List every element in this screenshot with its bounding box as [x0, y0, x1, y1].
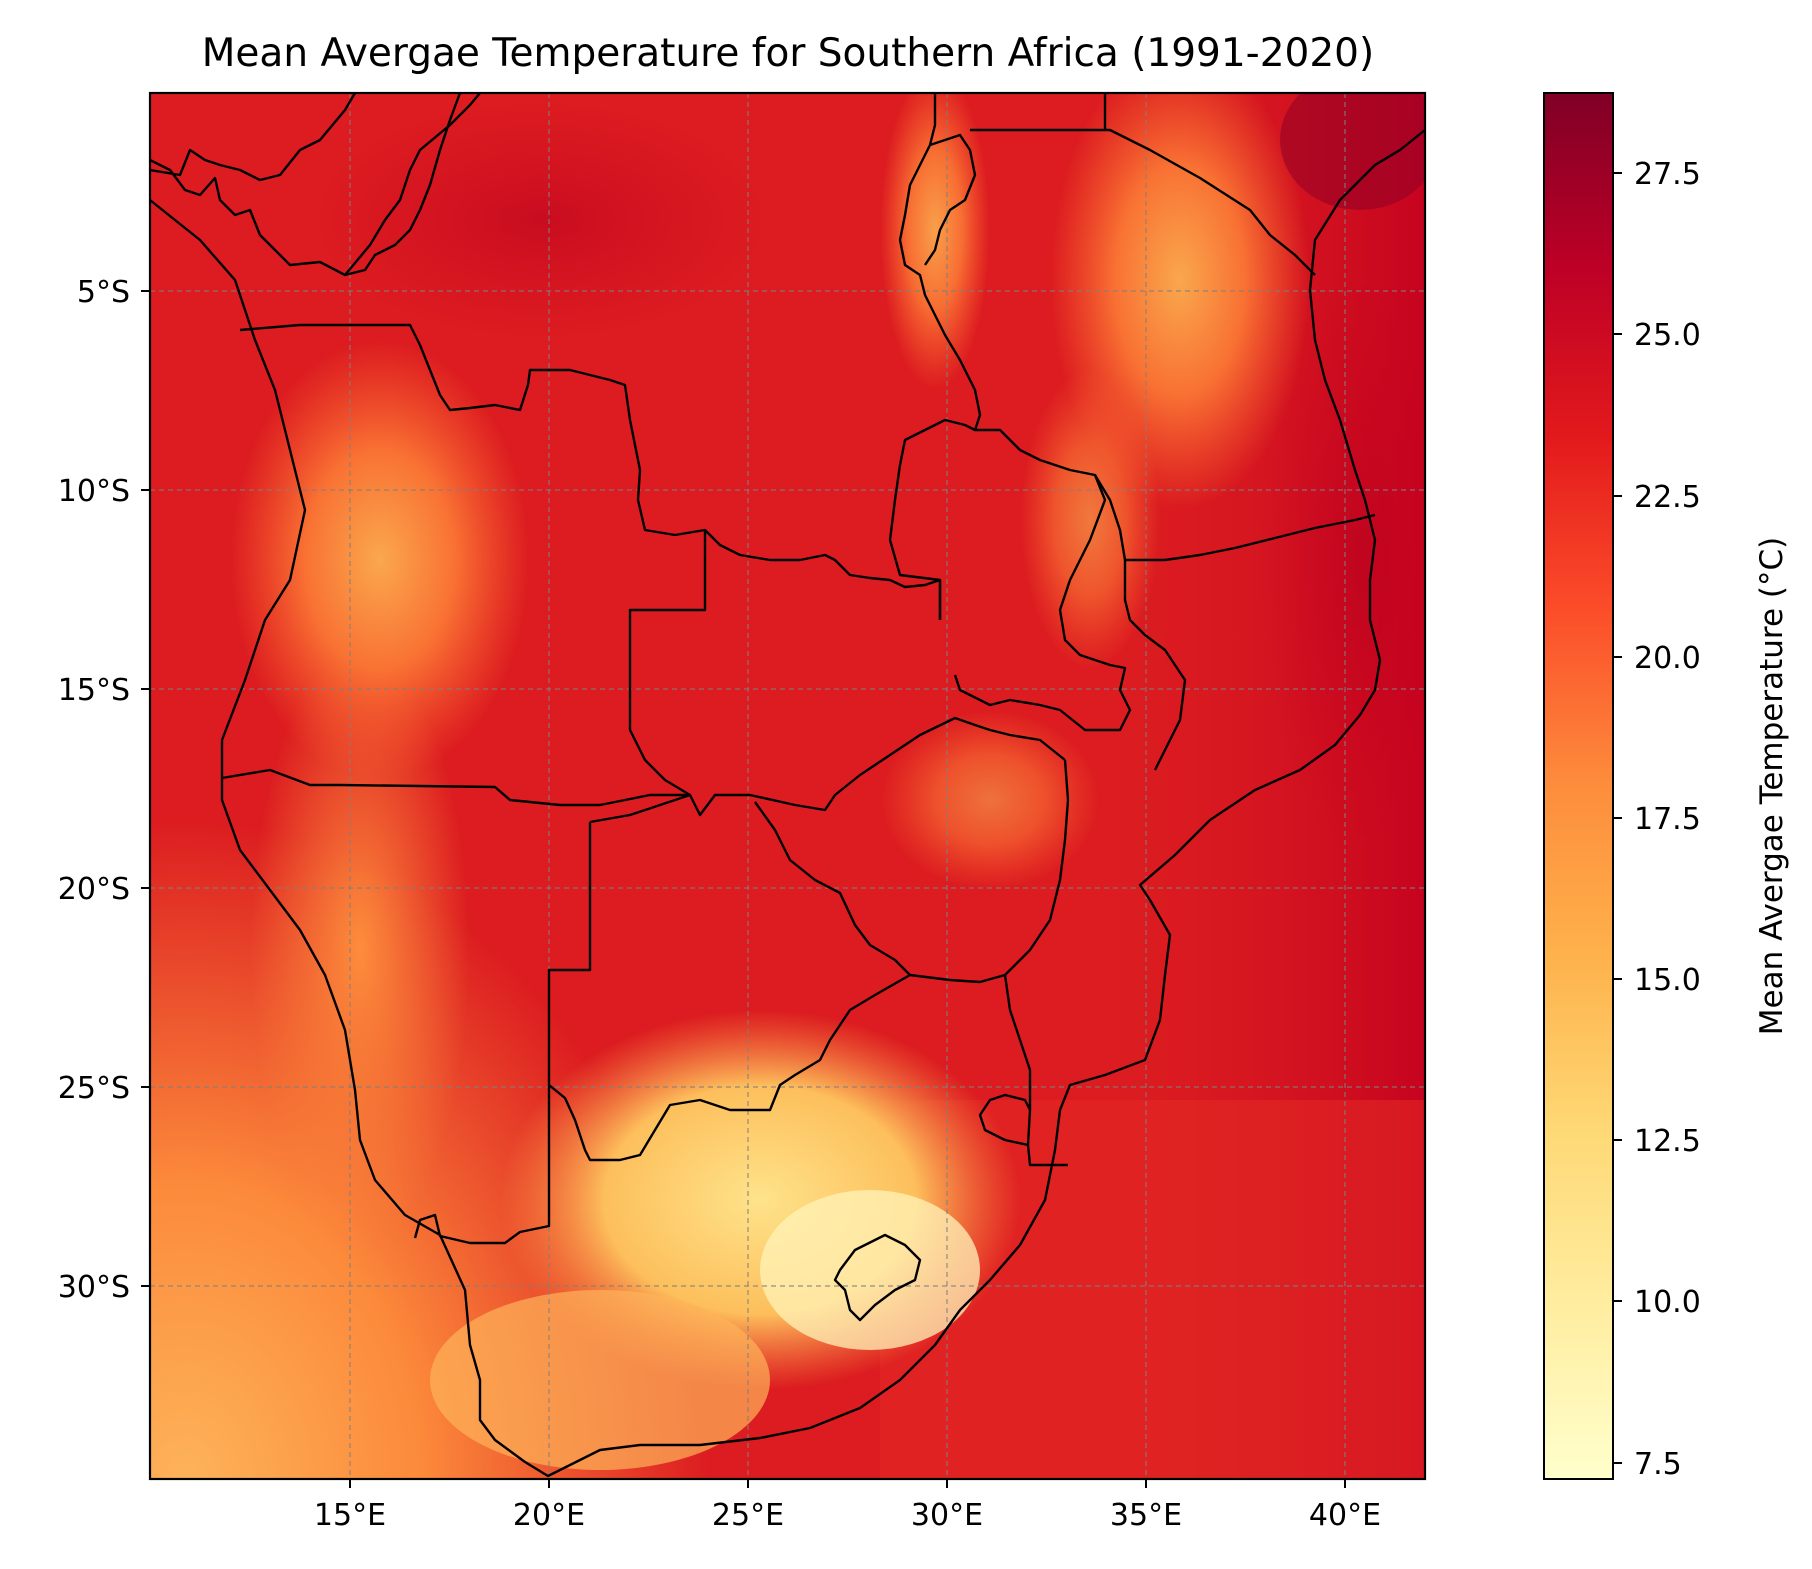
map-title: Mean Avergae Temperature for Southern Af…	[202, 31, 1374, 76]
x-tick-label: 35°E	[1110, 1498, 1182, 1533]
colorbar-tick-label: 10.0	[1634, 1285, 1701, 1320]
border-zambia-zimbabwe	[754, 801, 911, 976]
colorbar-tick-label: 12.5	[1634, 1124, 1701, 1159]
coastline-north-angola	[150, 93, 462, 277]
cool-region-lesotho	[760, 1190, 980, 1350]
colorbar: 7.5 10.0 12.5 15.0 17.5 20.0 22.5 25.0 2…	[1543, 92, 1790, 1482]
cool-region-namib	[250, 650, 470, 1250]
border-congo-drc	[344, 93, 481, 276]
cool-region-malawi-highlands	[1020, 370, 1160, 670]
border-tanzania-drc-lakes	[898, 93, 982, 431]
border-angola-namibia	[221, 768, 690, 807]
border-tanzania-kenya	[970, 128, 1316, 276]
colorbar-tick-label: 27.5	[1634, 157, 1701, 192]
y-tick-label: 15°S	[58, 673, 130, 708]
x-tick-label: 25°E	[712, 1498, 784, 1533]
border-eswatini	[978, 1093, 1032, 1147]
colorbar-gradient	[1543, 92, 1614, 1480]
coastline	[150, 129, 1425, 1478]
border-caprivi	[589, 716, 1066, 824]
colorbar-ticks: 7.5 10.0 12.5 15.0 17.5 20.0 22.5 25.0 2…	[1613, 157, 1701, 1482]
x-tick-label: 40°E	[1309, 1498, 1381, 1533]
x-axis: 15°E 20°E 25°E 30°E 35°E 40°E	[314, 1479, 1381, 1533]
border-malawi	[1093, 474, 1187, 771]
warm-region-kenya-coast	[1280, 93, 1425, 210]
colorbar-tick-label: 15.0	[1634, 963, 1701, 998]
cool-region-zimbabwe	[880, 710, 1100, 890]
border-tanzania-mozambique	[1125, 513, 1376, 562]
map-panel	[150, 93, 1425, 1479]
colorbar-tick-label: 7.5	[1634, 1447, 1682, 1482]
border-congo-gabon	[150, 93, 357, 182]
colorbar-label: Mean Avergae Temperature (°C)	[1754, 537, 1790, 1035]
cool-region-cape	[430, 1290, 770, 1470]
x-tick-label: 30°E	[911, 1498, 983, 1533]
warm-region-coast-mozambique	[1260, 260, 1425, 860]
x-tick-label: 20°E	[513, 1498, 585, 1533]
y-tick-label: 20°S	[58, 872, 130, 907]
border-south-africa-mozambique	[1003, 974, 1068, 1167]
border-angola-zambia	[628, 530, 707, 797]
border-zambia-malawi-mozambique	[888, 418, 1132, 732]
border-botswana-south-africa	[548, 973, 1006, 1162]
y-tick-label: 30°S	[58, 1270, 130, 1305]
colorbar-tick-label: 25.0	[1634, 318, 1701, 353]
gridlines	[150, 93, 1425, 1479]
border-burundi-rwanda	[924, 133, 977, 266]
x-tick-label: 15°E	[314, 1498, 386, 1533]
warm-region-congo-basin	[310, 100, 770, 340]
y-axis: 5°S 10°S 15°S 20°S 25°S 30°S	[58, 275, 150, 1305]
border-lesotho	[833, 1233, 922, 1322]
country-borders	[150, 93, 1376, 1322]
border-namibia-botswana	[413, 822, 592, 1245]
cool-region-angola-plateau	[230, 340, 530, 780]
cool-region-lake-tanganyika	[880, 93, 990, 390]
border-zimbabwe-mozambique	[1004, 759, 1070, 976]
colorbar-tick-label: 17.5	[1634, 802, 1701, 837]
colorbar-tick-label: 22.5	[1634, 480, 1701, 515]
y-tick-label: 25°S	[58, 1071, 130, 1106]
map-frame	[148, 91, 1427, 1481]
colorbar-tick-label: 20.0	[1634, 641, 1701, 676]
y-tick-label: 5°S	[77, 275, 130, 310]
border-angola-drc	[239, 323, 942, 620]
y-tick-label: 10°S	[58, 474, 130, 509]
